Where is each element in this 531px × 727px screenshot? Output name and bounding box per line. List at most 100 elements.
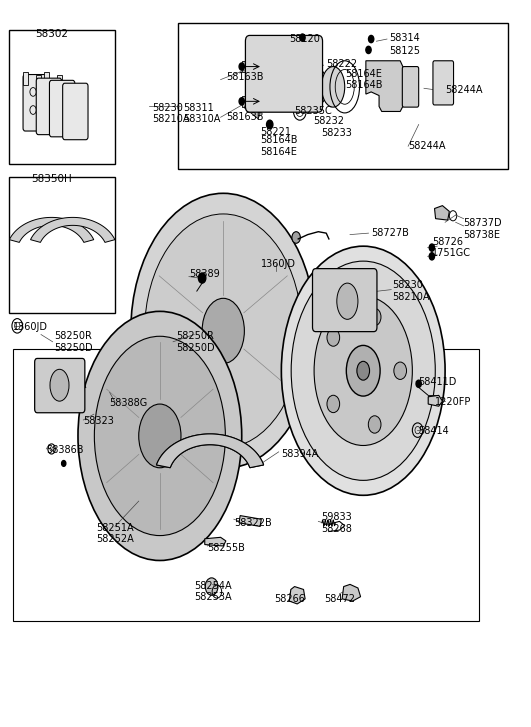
Text: 58244A: 58244A — [408, 141, 446, 151]
Circle shape — [369, 308, 381, 326]
Bar — [244, 103, 260, 119]
FancyBboxPatch shape — [313, 269, 377, 332]
Text: 58222: 58222 — [326, 60, 357, 69]
Text: 59833
58268: 59833 58268 — [321, 512, 352, 534]
Text: 58230
58210A: 58230 58210A — [152, 103, 190, 124]
Ellipse shape — [50, 369, 69, 401]
Text: 1360JD: 1360JD — [13, 322, 48, 332]
Circle shape — [327, 329, 340, 346]
Polygon shape — [289, 587, 305, 604]
Text: 58322B: 58322B — [234, 518, 271, 528]
Text: 1360JD: 1360JD — [261, 259, 296, 268]
Ellipse shape — [78, 311, 242, 561]
Bar — [428, 395, 438, 400]
Bar — [57, 76, 62, 88]
Text: 58394A: 58394A — [281, 449, 319, 459]
Circle shape — [239, 63, 244, 71]
Bar — [10, 31, 115, 164]
Text: 58323: 58323 — [83, 417, 114, 427]
Bar — [36, 76, 41, 88]
Circle shape — [199, 273, 206, 283]
Circle shape — [394, 362, 407, 379]
Polygon shape — [428, 395, 442, 406]
Text: 58254A
58253A: 58254A 58253A — [194, 581, 232, 603]
Ellipse shape — [139, 404, 181, 467]
FancyBboxPatch shape — [23, 75, 48, 131]
Ellipse shape — [281, 246, 445, 495]
Text: 58120: 58120 — [290, 34, 321, 44]
Text: 58394A: 58394A — [49, 380, 87, 390]
Ellipse shape — [144, 214, 302, 448]
FancyBboxPatch shape — [245, 36, 322, 112]
Circle shape — [303, 73, 323, 101]
Bar — [242, 95, 263, 107]
Text: 58411D: 58411D — [418, 377, 457, 387]
Text: 58250R
58250D: 58250R 58250D — [176, 331, 215, 353]
Ellipse shape — [131, 193, 316, 468]
Bar — [10, 177, 115, 313]
Polygon shape — [366, 61, 403, 111]
FancyBboxPatch shape — [36, 79, 62, 134]
Text: 58727B: 58727B — [371, 228, 409, 238]
Ellipse shape — [276, 60, 303, 103]
Text: 58314: 58314 — [390, 33, 421, 43]
Polygon shape — [10, 217, 94, 242]
Text: 58472: 58472 — [324, 594, 355, 604]
Bar — [22, 72, 28, 84]
Circle shape — [416, 380, 421, 387]
Text: 58350H: 58350H — [31, 174, 72, 184]
FancyBboxPatch shape — [433, 61, 453, 105]
Text: 58232: 58232 — [313, 116, 344, 126]
Bar — [242, 61, 263, 73]
Text: 58386B: 58386B — [46, 446, 84, 455]
Circle shape — [327, 395, 340, 413]
Polygon shape — [205, 537, 226, 546]
Circle shape — [429, 244, 434, 252]
Polygon shape — [239, 515, 261, 526]
Text: 58302: 58302 — [35, 29, 68, 39]
Circle shape — [369, 36, 374, 43]
Ellipse shape — [346, 345, 380, 396]
Polygon shape — [342, 585, 361, 601]
Text: 58737D
58738E: 58737D 58738E — [464, 218, 502, 240]
Bar — [44, 72, 49, 84]
Text: 58125: 58125 — [390, 46, 421, 56]
Text: 58163B: 58163B — [226, 112, 263, 122]
Text: 58164B: 58164B — [345, 80, 382, 89]
Text: 58250R
58250D: 58250R 58250D — [54, 331, 93, 353]
Ellipse shape — [95, 337, 225, 536]
FancyBboxPatch shape — [63, 83, 88, 140]
Text: 58388G: 58388G — [110, 398, 148, 409]
Text: 58389: 58389 — [189, 270, 220, 279]
Circle shape — [300, 34, 305, 41]
Text: 58251A
58252A: 58251A 58252A — [96, 523, 134, 545]
Polygon shape — [434, 206, 449, 220]
Text: 58726
1751GC: 58726 1751GC — [432, 237, 471, 258]
Circle shape — [62, 460, 66, 466]
Ellipse shape — [291, 261, 435, 481]
Polygon shape — [157, 434, 263, 467]
Ellipse shape — [321, 67, 345, 107]
FancyBboxPatch shape — [49, 80, 75, 137]
Text: 58164B
58164E: 58164B 58164E — [260, 135, 298, 157]
Circle shape — [429, 253, 434, 260]
Ellipse shape — [337, 283, 358, 319]
Circle shape — [205, 578, 218, 595]
FancyBboxPatch shape — [35, 358, 85, 413]
Bar — [178, 23, 509, 169]
FancyBboxPatch shape — [402, 67, 418, 107]
Ellipse shape — [314, 296, 413, 446]
Text: 1220FP: 1220FP — [434, 397, 471, 407]
Text: 58244A: 58244A — [445, 85, 483, 95]
Circle shape — [369, 416, 381, 433]
Text: 58266: 58266 — [274, 594, 305, 604]
Text: 58235C: 58235C — [295, 106, 332, 116]
Text: 58233: 58233 — [321, 128, 352, 138]
Polygon shape — [157, 434, 263, 467]
Text: 58164E: 58164E — [345, 69, 382, 79]
Text: 58414: 58414 — [418, 426, 449, 436]
Ellipse shape — [202, 298, 244, 364]
Text: 58230
58210A: 58230 58210A — [392, 281, 430, 302]
Text: 58311
58310A: 58311 58310A — [184, 103, 221, 124]
Circle shape — [267, 120, 273, 129]
